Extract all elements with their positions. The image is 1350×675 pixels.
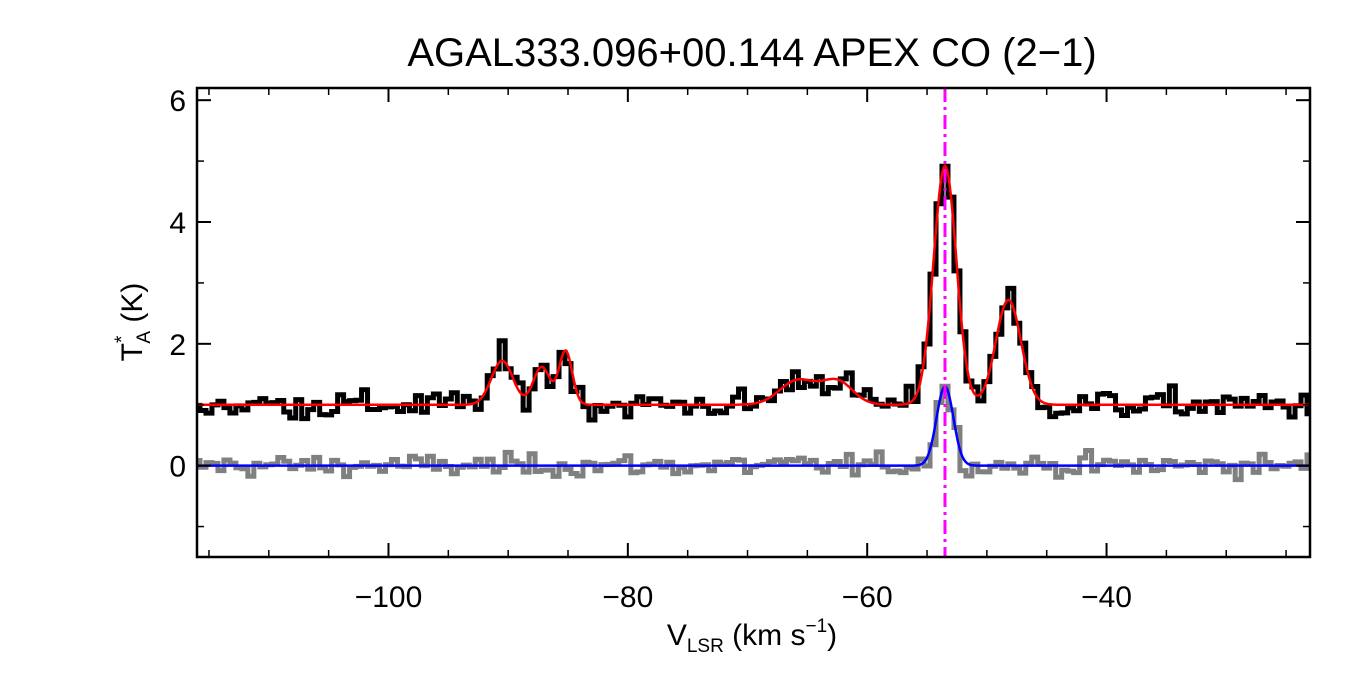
plot-frame <box>195 86 1312 559</box>
y-axis-label-rest: (K) <box>116 283 149 331</box>
fit-line <box>197 384 1310 467</box>
spectrum-histogram <box>197 163 1310 423</box>
x-tick-label: −100 <box>355 581 423 614</box>
y-axis-label-sup: * <box>112 335 133 343</box>
data-layer <box>197 88 1310 557</box>
y-tick-label: 4 <box>169 207 186 240</box>
y-axis-label-sub: A <box>134 331 155 344</box>
x-axis-label-sup: −1 <box>805 616 827 637</box>
x-axis-label-sub: LSR <box>687 636 724 657</box>
x-tick-label: −60 <box>842 581 893 614</box>
chart-title: AGAL333.096+00.144 APEX CO (2−1) <box>407 31 1096 75</box>
x-tick-label: −80 <box>602 581 653 614</box>
x-axis-label-close: ) <box>827 619 837 652</box>
x-axis-label: VLSR (km s−1) <box>667 616 837 657</box>
x-axis-label-main: V <box>667 619 687 652</box>
fit-line <box>197 164 1310 406</box>
x-tick-label: −40 <box>1081 581 1132 614</box>
axes-layer: −100 −80 −60 −40 0 2 4 6 <box>169 85 1310 614</box>
y-axis-label: T*A (K) <box>112 283 155 362</box>
y-tick-label: 2 <box>169 329 186 362</box>
y-tick-label: 0 <box>169 451 186 484</box>
y-axis-label-main: T <box>116 343 149 361</box>
x-axis-label-rest: (km s <box>724 619 806 652</box>
y-tick-label: 6 <box>169 85 186 118</box>
